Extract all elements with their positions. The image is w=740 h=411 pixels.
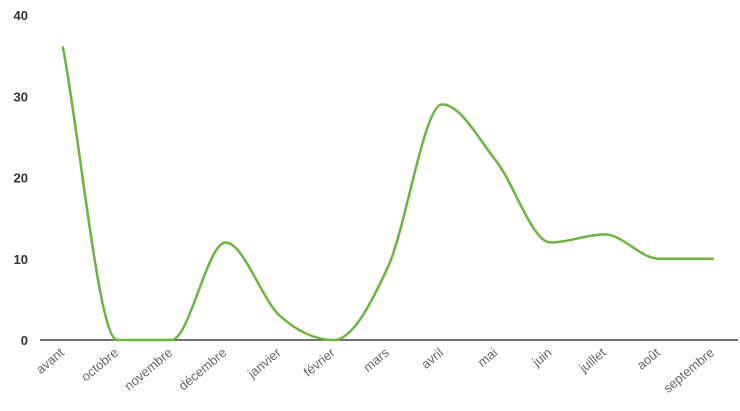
- y-tick-label: 40: [14, 8, 28, 23]
- x-tick-label: septembre: [660, 345, 717, 396]
- x-tick-label: avant: [33, 345, 67, 377]
- x-tick-label: juillet: [575, 345, 608, 376]
- x-tick-label: février: [300, 344, 338, 379]
- series-line: [61, 46, 715, 342]
- x-tick-label: août: [634, 345, 663, 373]
- x-tick-label: juin: [529, 345, 555, 370]
- y-tick-label: 0: [21, 333, 28, 348]
- x-tick-label: janvier: [244, 344, 284, 381]
- x-axis-ticks: avant octobre novembre décembre janvier févri…: [33, 344, 717, 395]
- x-tick-label: octobre: [78, 345, 121, 384]
- x-tick-label: mai: [475, 345, 501, 370]
- x-tick-label: décembre: [175, 345, 229, 394]
- y-tick-label: 10: [14, 252, 28, 267]
- y-tick-label: 30: [14, 89, 28, 104]
- x-tick-label: novembre: [121, 345, 175, 394]
- y-axis-ticks: 0 10 20 30 40: [14, 8, 28, 348]
- x-tick-label: avril: [418, 345, 446, 372]
- x-tick-label: mars: [360, 344, 392, 374]
- y-tick-label: 20: [14, 171, 28, 186]
